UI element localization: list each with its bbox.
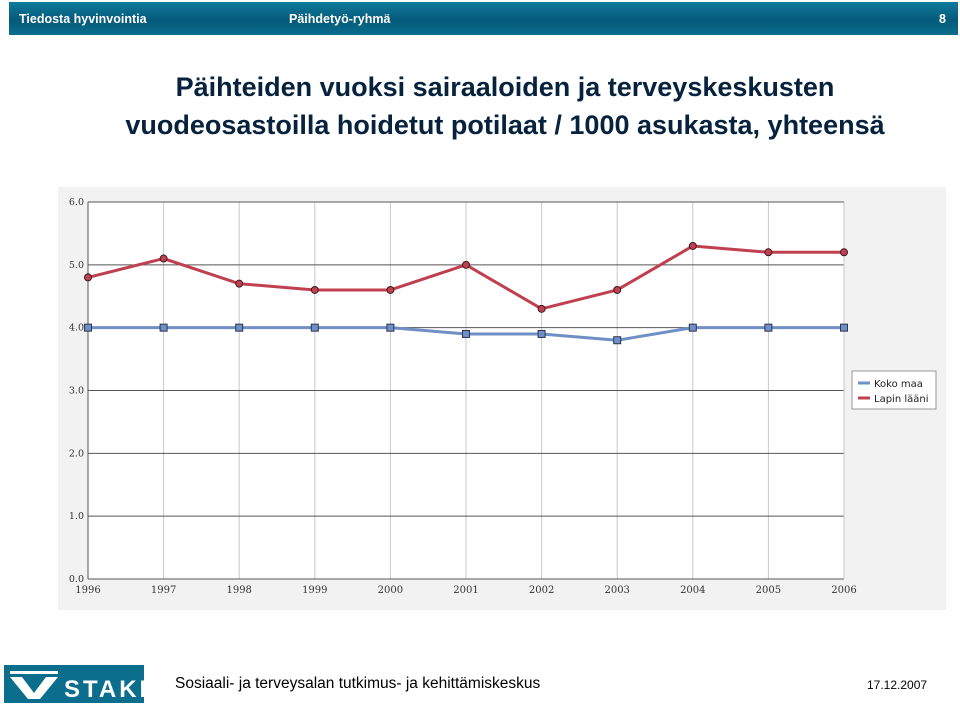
data-point-lapin-l-ni (159, 254, 168, 263)
logo-text: STAKES (64, 676, 144, 703)
data-point-koko-maa (840, 323, 848, 332)
header-bar: Tiedosta hyvinvointia Päihdetyö-ryhmä 8 (9, 2, 958, 35)
data-point-koko-maa (159, 323, 168, 332)
data-point-lapin-l-ni (613, 285, 622, 294)
data-point-lapin-l-ni (462, 260, 470, 269)
y-tick-label: 0.0 (69, 574, 84, 585)
x-tick-label: 2003 (604, 585, 629, 596)
x-tick-label: 2001 (453, 585, 478, 596)
x-tick-label: 1999 (302, 585, 327, 596)
data-point-lapin-l-ni (840, 248, 848, 257)
y-tick-label: 1.0 (69, 511, 84, 522)
x-tick-label: 1996 (75, 585, 100, 596)
data-point-lapin-l-ni (764, 248, 773, 257)
data-point-lapin-l-ni (235, 279, 244, 288)
y-tick-label: 5.0 (69, 260, 84, 271)
data-point-lapin-l-ni (688, 241, 697, 250)
y-tick-label: 2.0 (69, 448, 84, 459)
slide-title: Päihteiden vuoksi sairaaloiden ja tervey… (0, 68, 960, 144)
chart-panel: 1996 1997 1998 1999 2000 2001 2002 2003 2004 2005… (58, 187, 946, 610)
legend-label: Koko maa (874, 379, 923, 390)
header-center-label: Päihdetyö-ryhmä (289, 12, 391, 26)
logo-bar (10, 671, 58, 674)
slide-number: 8 (939, 12, 946, 26)
data-point-koko-maa (613, 336, 622, 345)
slide-title-line1: Päihteiden vuoksi sairaaloiden ja tervey… (175, 72, 835, 102)
legend-box (851, 370, 937, 410)
data-point-koko-maa (537, 329, 546, 338)
x-tick-label: 2004 (680, 585, 705, 596)
data-point-koko-maa (688, 323, 697, 332)
y-tick-label: 4.0 (69, 323, 84, 334)
slide-title-line2: vuodeosastoilla hoidetut potilaat / 1000… (125, 110, 885, 140)
data-point-koko-maa (386, 323, 395, 332)
data-point-koko-maa (764, 323, 773, 332)
stakes-logo: STAKES (4, 665, 175, 703)
x-tick-label: 2006 (831, 585, 856, 596)
footer-date: 17.12.2007 (867, 678, 928, 692)
header-left-label: Tiedosta hyvinvointia (19, 12, 147, 26)
x-tick-label: 2002 (529, 585, 554, 596)
y-tick-label: 6.0 (69, 197, 84, 208)
line-chart: 1996 1997 1998 1999 2000 2001 2002 2003 2004 2005… (69, 197, 937, 596)
x-tick-label: 1997 (151, 585, 176, 596)
data-point-koko-maa (310, 323, 319, 332)
data-point-koko-maa (84, 323, 92, 332)
x-tick-label: 2000 (378, 585, 403, 596)
data-point-lapin-l-ni (386, 285, 395, 294)
x-tick-label: 1998 (226, 585, 251, 596)
data-point-lapin-l-ni (537, 304, 546, 313)
data-point-lapin-l-ni (310, 285, 319, 294)
logo-v-mark (10, 677, 58, 699)
data-point-koko-maa (235, 323, 244, 332)
data-point-lapin-l-ni (84, 273, 92, 282)
organization-name: Sosiaali- ja terveysalan tutkimus- ja ke… (175, 675, 541, 692)
data-point-koko-maa (462, 329, 470, 338)
x-tick-label: 2005 (756, 585, 781, 596)
y-tick-label: 3.0 (69, 386, 84, 397)
legend-label: Lapin lääni (874, 394, 929, 405)
